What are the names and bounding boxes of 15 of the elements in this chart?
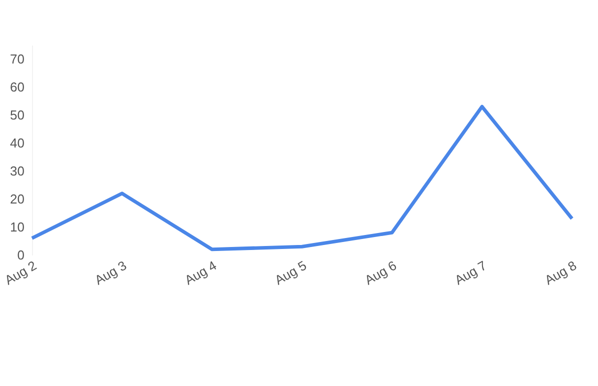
- x-tick-label: Aug 8: [542, 258, 579, 288]
- x-tick-label: Aug 3: [92, 258, 129, 288]
- x-tick-label: Aug 5: [272, 258, 309, 288]
- y-tick-label: 50: [10, 108, 24, 122]
- y-tick-label: 20: [10, 192, 24, 206]
- x-tick-label: Aug 6: [362, 258, 399, 288]
- y-tick-label: 0: [17, 248, 24, 262]
- y-tick-label: 10: [10, 220, 24, 234]
- y-tick-label: 70: [10, 52, 24, 66]
- x-tick-label: Aug 7: [452, 258, 489, 288]
- x-tick-label: Aug 4: [182, 258, 219, 288]
- y-tick-label: 60: [10, 80, 24, 94]
- y-tick-label: 40: [10, 136, 24, 150]
- y-tick-label: 30: [10, 164, 24, 178]
- line-series: [30, 104, 574, 252]
